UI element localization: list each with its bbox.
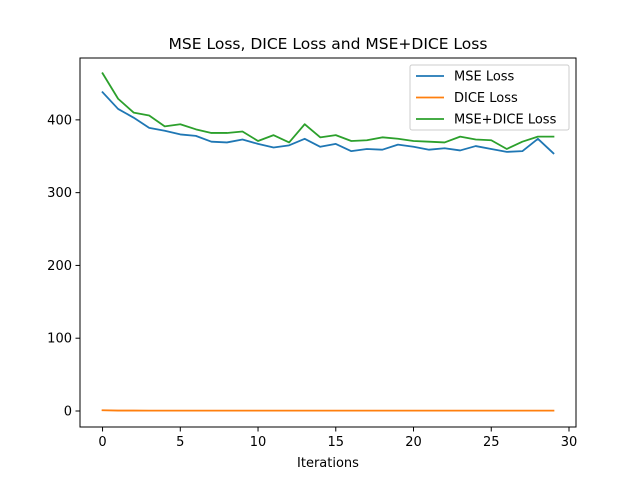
y-tick-label: 0 <box>64 404 72 419</box>
series-line-0 <box>101 90 555 155</box>
x-tick-label: 5 <box>176 435 184 450</box>
y-tick-label: 100 <box>47 332 72 347</box>
y-tick-label: 400 <box>47 113 72 128</box>
legend-label-0: MSE Loss <box>454 70 515 85</box>
x-tick-label: 30 <box>561 435 578 450</box>
x-tick-label: 0 <box>98 435 106 450</box>
x-tick-label: 15 <box>328 435 345 450</box>
x-tick-label: 10 <box>250 435 267 450</box>
x-tick-label: 25 <box>483 435 500 450</box>
x-tick-label: 20 <box>405 435 422 450</box>
y-tick-label: 200 <box>47 259 72 274</box>
series-lines <box>101 72 555 412</box>
legend-label-2: MSE+DICE Loss <box>454 113 557 128</box>
legend: MSE Loss DICE Loss MSE+DICE Loss <box>409 64 570 131</box>
legend-label-1: DICE Loss <box>454 91 518 106</box>
axes-frame <box>79 57 577 428</box>
x-axis-label: Iterations <box>297 456 359 471</box>
y-tick-label: 300 <box>47 186 72 201</box>
chart-title: MSE Loss, DICE Loss and MSE+DICE Loss <box>169 35 488 53</box>
series-line-2 <box>101 72 555 150</box>
legend-box <box>409 64 570 131</box>
